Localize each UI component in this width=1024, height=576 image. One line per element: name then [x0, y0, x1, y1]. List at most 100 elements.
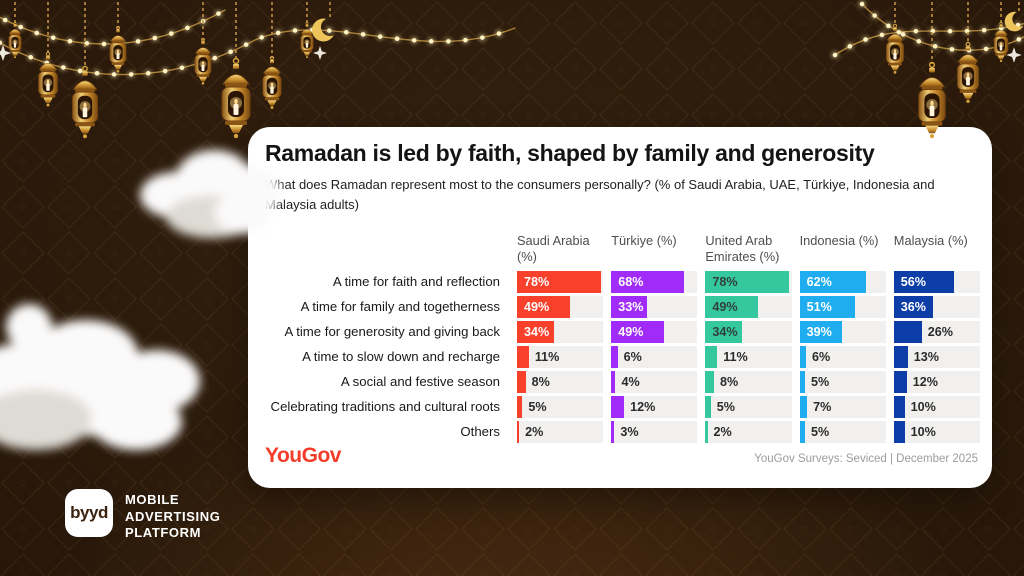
- value-label: 34%: [524, 325, 550, 340]
- bar-track: 5%: [705, 396, 792, 419]
- star-icons: [0, 44, 1022, 63]
- bar-track: 8%: [705, 371, 792, 394]
- value-label: 34%: [712, 325, 738, 340]
- bar-track: 11%: [517, 346, 604, 369]
- chart-header-spacer: [265, 231, 509, 265]
- value-label: 5%: [716, 400, 735, 415]
- value-label: 36%: [900, 300, 927, 315]
- bar: [705, 346, 718, 369]
- bar-track: 56%: [893, 271, 980, 294]
- cloud-large: [0, 298, 222, 468]
- page-title: Ramadan is led by faith, shaped by famil…: [265, 140, 875, 166]
- bar-track: 10%: [893, 421, 980, 444]
- value-label: 68%: [618, 275, 644, 290]
- bar-track: 2%: [517, 421, 604, 444]
- bar: 49%: [611, 321, 664, 344]
- bar: [611, 371, 616, 394]
- bar-track: 51%: [799, 296, 886, 319]
- bar-track: 13%: [893, 346, 980, 369]
- lantern-icons: [8, 21, 1009, 139]
- bar: [705, 371, 714, 394]
- bar: [517, 371, 526, 394]
- bar: [517, 396, 523, 419]
- bar: [705, 421, 708, 444]
- column-header: Türkiye (%): [611, 233, 677, 249]
- lantern-chains: [14, 0, 1020, 68]
- value-label: 5%: [810, 425, 830, 440]
- column-header: Indonesia (%): [799, 233, 879, 249]
- bar: [893, 396, 905, 419]
- row-label: Celebrating traditions and cultural root…: [270, 399, 500, 415]
- bar: 49%: [705, 296, 759, 319]
- bar: [799, 421, 805, 444]
- value-label: 3%: [620, 425, 639, 440]
- value-label: 78%: [524, 275, 550, 290]
- bar: [611, 346, 618, 369]
- bar-track: 36%: [893, 296, 980, 319]
- value-label: 7%: [813, 400, 832, 415]
- bar-track: 12%: [893, 371, 980, 394]
- value-label: 12%: [912, 375, 938, 390]
- bar: 49%: [517, 296, 570, 319]
- bar-track: 7%: [799, 396, 886, 419]
- bar: 56%: [893, 271, 955, 294]
- value-label: 39%: [806, 325, 832, 340]
- value-label: 11%: [723, 350, 748, 365]
- row-label: A time to slow down and recharge: [302, 349, 500, 365]
- value-label: 33%: [618, 300, 644, 315]
- bar: 36%: [893, 296, 933, 319]
- yougov-logo: YouGov: [265, 444, 341, 467]
- value-label: 78%: [712, 275, 738, 290]
- value-label: 12%: [630, 400, 656, 415]
- row-label: A time for faith and reflection: [332, 274, 500, 290]
- bar: 78%: [517, 271, 602, 294]
- bar-track: 78%: [705, 271, 792, 294]
- byyd-logo-text: byyd: [70, 503, 108, 522]
- bar-track: 62%: [799, 271, 886, 294]
- bar-track: 6%: [611, 346, 698, 369]
- card-footer: YouGov YouGov Surveys: Seviced | Decembe…: [265, 444, 978, 468]
- bar-track: 5%: [517, 396, 604, 419]
- crescent-moon-icon: [308, 10, 1024, 46]
- bar: [893, 421, 905, 444]
- bar-track: 26%: [893, 321, 980, 344]
- value-label: 26%: [927, 325, 954, 340]
- column-header: Saudi Arabia (%): [517, 233, 590, 265]
- bar-track: 11%: [705, 346, 792, 369]
- bar-track: 34%: [517, 321, 604, 344]
- bar-track: 4%: [611, 371, 698, 394]
- value-label: 2%: [713, 425, 732, 440]
- byyd-logo: byyd: [65, 489, 113, 537]
- bar: [893, 371, 907, 394]
- value-label: 2%: [525, 425, 544, 440]
- bar-track: 8%: [517, 371, 604, 394]
- value-label: 6%: [812, 350, 831, 365]
- bar: [799, 371, 805, 394]
- bar-track: 49%: [517, 296, 604, 319]
- value-label: 62%: [806, 275, 832, 290]
- bar: 51%: [799, 296, 855, 319]
- bar: [517, 346, 529, 369]
- bar: 39%: [799, 321, 842, 344]
- value-label: 56%: [900, 275, 927, 290]
- chart-card: Ramadan is led by faith, shaped by famil…: [248, 127, 992, 488]
- bar-track: 39%: [799, 321, 886, 344]
- tagline-line: PLATFORM: [125, 525, 202, 540]
- value-label: 8%: [531, 375, 550, 390]
- bar: 78%: [705, 271, 790, 294]
- bar: 34%: [517, 321, 554, 344]
- string-lights: [0, 0, 1024, 78]
- chart-subtitle: What does Ramadan represent most to the …: [265, 177, 935, 212]
- column-header: Malaysia (%): [893, 233, 968, 249]
- bar: [611, 396, 625, 419]
- bar-track: 2%: [705, 421, 792, 444]
- bar-track: 12%: [611, 396, 698, 419]
- bar: 33%: [611, 296, 647, 319]
- bar: [611, 421, 615, 444]
- bar: [517, 421, 520, 444]
- bar-track: 33%: [611, 296, 698, 319]
- row-label: Others: [460, 424, 500, 440]
- bar: [799, 396, 808, 419]
- bar-track: 10%: [893, 396, 980, 419]
